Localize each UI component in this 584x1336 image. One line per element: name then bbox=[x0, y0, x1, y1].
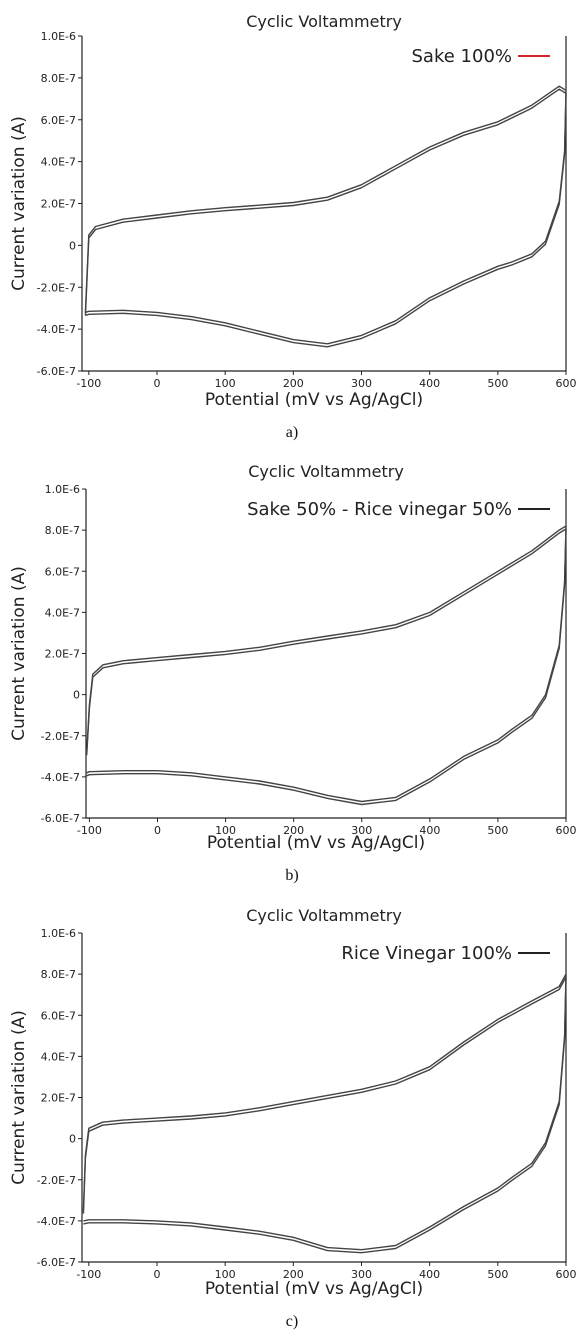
panel-a-chart-title: Cyclic Voltammetry bbox=[246, 12, 402, 31]
panel-c-x-tick-label: 300 bbox=[351, 1268, 372, 1281]
panel-b-x-tick-label: 200 bbox=[283, 824, 304, 837]
panel-b-y-tick-label: -6.0E-7 bbox=[41, 812, 80, 825]
panel-c-series-0-line-cycle-2 bbox=[82, 976, 567, 1254]
panel-c-y-tick-label: 8.0E-7 bbox=[41, 968, 76, 981]
panel-a-x-tick-label: 500 bbox=[487, 377, 508, 390]
panel-b-legend-label: Sake 50% - Rice vinegar 50% bbox=[247, 499, 512, 520]
panel-b-x-tick-label: 400 bbox=[419, 824, 440, 837]
panel-b-x-tick-label: 0 bbox=[154, 824, 161, 837]
panel-b-x-tick-label: 500 bbox=[487, 824, 508, 837]
panel-c-x-tick-label: 500 bbox=[487, 1268, 508, 1281]
panel-c-plot-frame bbox=[81, 933, 567, 1263]
panel-c-y-tick-label: 4.0E-7 bbox=[41, 1050, 76, 1063]
panel-c-chart-title: Cyclic Voltammetry bbox=[246, 906, 402, 925]
panel-a-y-tick-label: 0 bbox=[69, 239, 76, 252]
panel-b-caption: b) bbox=[285, 867, 298, 884]
panel-b-series-0-line-cycle-2 bbox=[86, 528, 567, 806]
panel-c-x-tick-label: -100 bbox=[76, 1268, 101, 1281]
panel-c-y-tick-label: -4.0E-7 bbox=[37, 1215, 76, 1228]
panel-c-x-axis-label: Potential (mV vs Ag/AgCl) bbox=[205, 1279, 423, 1299]
panel-a-y-tick-label: 1.0E-6 bbox=[41, 30, 76, 43]
panel-b-y-tick-label: 2.0E-7 bbox=[45, 648, 80, 661]
panel-c-legend-label: Rice Vinegar 100% bbox=[341, 943, 512, 964]
panel-b-x-tick-label: 600 bbox=[556, 824, 577, 837]
panel-b-y-tick-label: -4.0E-7 bbox=[41, 771, 80, 784]
panel-c-y-tick-label: 1.0E-6 bbox=[41, 927, 76, 940]
panel-a-x-tick-label: 0 bbox=[153, 377, 160, 390]
panel-c-x-tick-label: 100 bbox=[215, 1268, 236, 1281]
panel-b-x-tick-label: -100 bbox=[77, 824, 102, 837]
panel-c-y-tick-label: 2.0E-7 bbox=[41, 1092, 76, 1105]
panel-a-y-tick-label: -2.0E-7 bbox=[37, 281, 76, 294]
panel-a-x-tick-label: 200 bbox=[283, 377, 304, 390]
panel-b-plot-frame bbox=[85, 489, 567, 819]
panel-a-series-0-line-cycle-2 bbox=[84, 88, 567, 348]
panel-b-y-tick-label: 0 bbox=[73, 689, 80, 702]
panel-c-y-tick-label: -6.0E-7 bbox=[37, 1256, 76, 1269]
panel-b-x-tick-label: 100 bbox=[215, 824, 236, 837]
panel-a-y-tick-label: 6.0E-7 bbox=[41, 114, 76, 127]
panel-a-y-tick-label: 8.0E-7 bbox=[41, 72, 76, 85]
panel-c-y-tick-label: 0 bbox=[69, 1133, 76, 1146]
panel-a-plot-frame bbox=[81, 36, 567, 372]
panel-a-x-tick-label: 600 bbox=[556, 377, 577, 390]
panel-b-chart-title: Cyclic Voltammetry bbox=[248, 462, 404, 481]
panel-b-y-tick-label: 1.0E-6 bbox=[45, 483, 80, 496]
panel-c-x-tick-label: 600 bbox=[556, 1268, 577, 1281]
panel-a-series-0-line bbox=[84, 85, 567, 345]
panel-b-y-axis-label: Current variation (A) bbox=[9, 566, 29, 741]
panel-c-y-axis-label: Current variation (A) bbox=[9, 1010, 29, 1185]
panel-c-x-tick-label: 0 bbox=[153, 1268, 160, 1281]
panel-c-series-0-line bbox=[82, 973, 567, 1251]
panel-a-legend-label: Sake 100% bbox=[412, 46, 513, 67]
panel-a-x-tick-label: 400 bbox=[419, 377, 440, 390]
panel-c-x-tick-label: 400 bbox=[419, 1268, 440, 1281]
panel-a-x-tick-label: -100 bbox=[76, 377, 101, 390]
panel-a-y-tick-label: 4.0E-7 bbox=[41, 156, 76, 169]
panel-b-y-tick-label: 8.0E-7 bbox=[45, 524, 80, 537]
panel-c-caption: c) bbox=[286, 1313, 298, 1330]
panel-a-caption: a) bbox=[286, 424, 298, 441]
panel-b-y-tick-label: -2.0E-7 bbox=[41, 730, 80, 743]
panel-b-x-axis-label: Potential (mV vs Ag/AgCl) bbox=[207, 833, 425, 853]
panel-c-x-tick-label: 200 bbox=[283, 1268, 304, 1281]
panel-a-y-tick-label: 2.0E-7 bbox=[41, 198, 76, 211]
panel-b-y-tick-label: 6.0E-7 bbox=[45, 565, 80, 578]
panel-a-y-axis-label: Current variation (A) bbox=[9, 116, 29, 291]
panel-a-x-axis-label: Potential (mV vs Ag/AgCl) bbox=[205, 390, 423, 410]
panel-a-y-tick-label: -6.0E-7 bbox=[37, 365, 76, 378]
panel-a-y-tick-label: -4.0E-7 bbox=[37, 323, 76, 336]
panel-b-y-tick-label: 4.0E-7 bbox=[45, 606, 80, 619]
panel-a-x-tick-label: 100 bbox=[215, 377, 236, 390]
panel-c-y-tick-label: 6.0E-7 bbox=[41, 1009, 76, 1022]
panel-c-y-tick-label: -2.0E-7 bbox=[37, 1174, 76, 1187]
panel-b-series-0-line bbox=[86, 525, 567, 803]
panel-b-x-tick-label: 300 bbox=[351, 824, 372, 837]
panel-a-x-tick-label: 300 bbox=[351, 377, 372, 390]
